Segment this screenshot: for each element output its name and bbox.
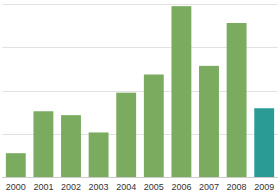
bar bbox=[199, 66, 219, 177]
x-tick-label: 2005 bbox=[144, 182, 164, 192]
bar bbox=[144, 74, 164, 177]
grid-line bbox=[2, 4, 278, 5]
x-tick-label: 2004 bbox=[116, 182, 136, 192]
bar bbox=[89, 132, 109, 177]
grid-line bbox=[2, 177, 278, 178]
chart: 2000 2001 2002 2003 2004 2005 2006 2007 2008 2009 bbox=[0, 0, 280, 195]
x-tick-label: 2007 bbox=[199, 182, 219, 192]
bar bbox=[171, 6, 191, 177]
x-axis-line bbox=[2, 177, 278, 178]
x-tick-label: 2002 bbox=[61, 182, 81, 192]
x-tick-label: 2003 bbox=[89, 182, 109, 192]
x-tick-label: 2000 bbox=[6, 182, 26, 192]
bar bbox=[33, 111, 53, 177]
x-tick-label: 2008 bbox=[227, 182, 247, 192]
chart-svg: 2000 2001 2002 2003 2004 2005 2006 2007 2008 2009 bbox=[0, 0, 280, 195]
bar bbox=[116, 93, 136, 177]
bar bbox=[6, 153, 26, 177]
bar bbox=[61, 115, 81, 177]
bar bbox=[227, 23, 247, 177]
bars bbox=[6, 6, 274, 177]
x-tick-label: 2009 bbox=[254, 182, 274, 192]
bar bbox=[254, 108, 274, 177]
x-tick-label: 2001 bbox=[33, 182, 53, 192]
x-tick-label: 2006 bbox=[171, 182, 191, 192]
